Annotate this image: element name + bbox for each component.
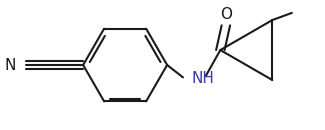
Text: N: N: [4, 58, 16, 73]
Text: NH: NH: [191, 71, 214, 86]
Text: O: O: [220, 7, 232, 22]
